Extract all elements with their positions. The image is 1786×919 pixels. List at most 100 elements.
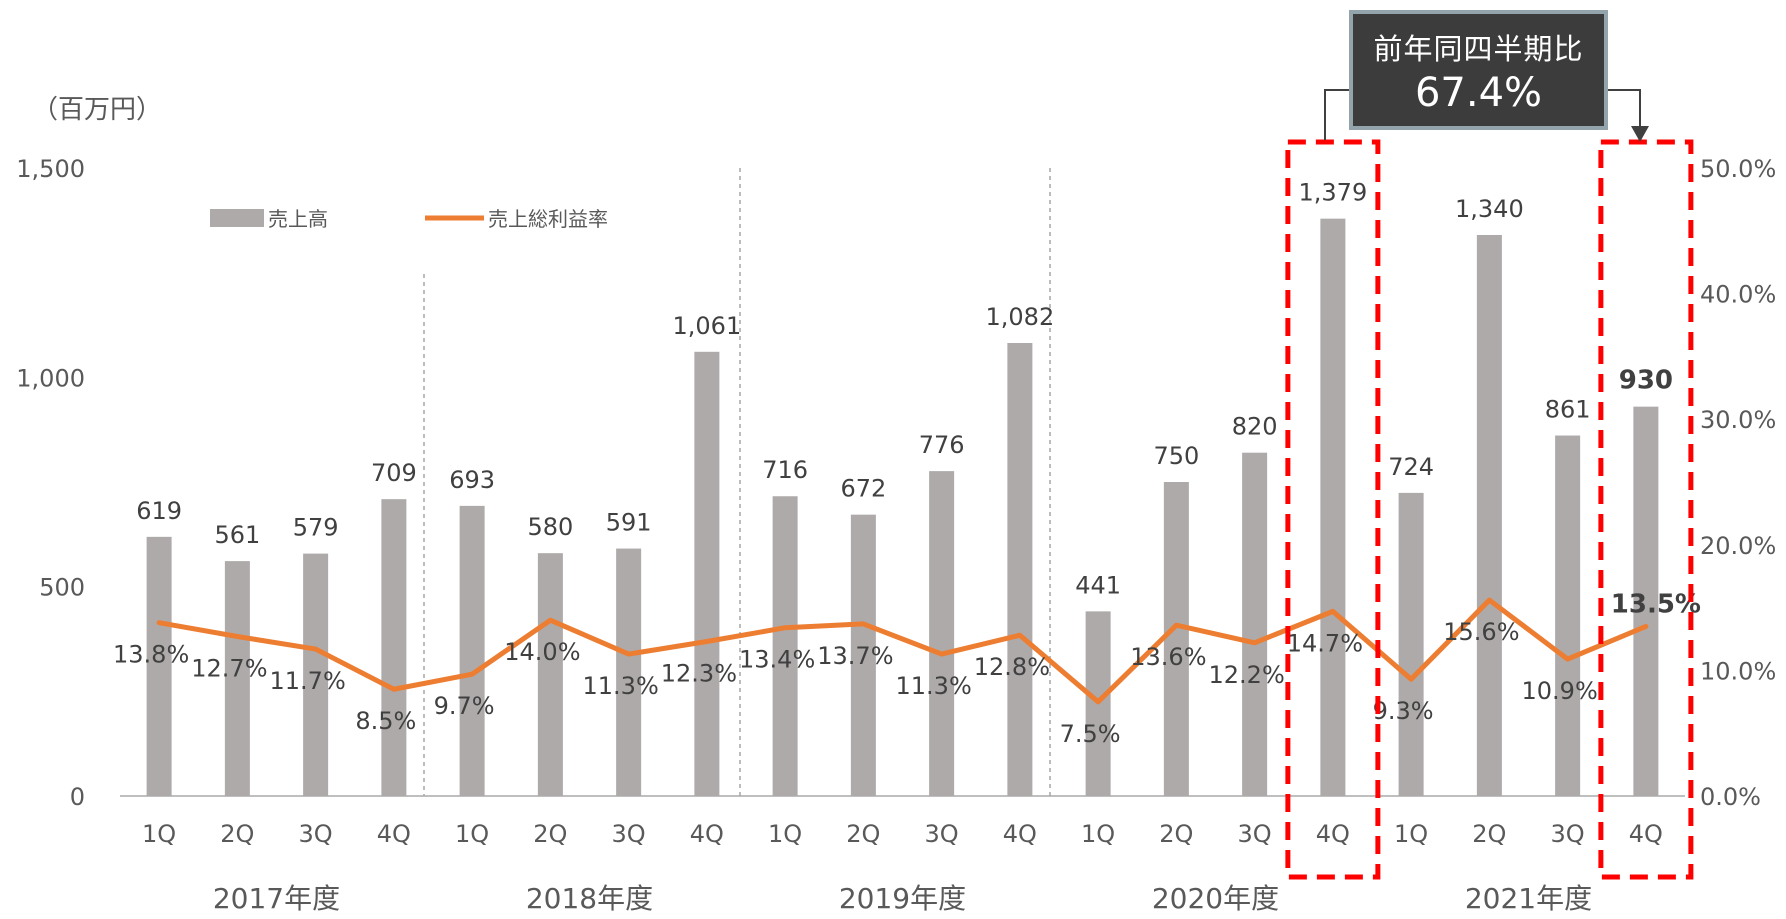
- y-left-tick: 1,000: [16, 364, 85, 392]
- year-label: 2021年度: [1465, 882, 1592, 915]
- bar: [929, 471, 955, 796]
- quarter-label: 3Q: [612, 820, 646, 848]
- quarter-label: 4Q: [1003, 820, 1037, 848]
- bar: [1398, 492, 1424, 796]
- bar: [303, 553, 329, 796]
- quarter-label: 2Q: [1159, 820, 1193, 848]
- bar-value-label: 820: [1232, 413, 1278, 441]
- margin-line: [156, 597, 1649, 705]
- bar-value-label: 619: [136, 497, 182, 525]
- quarter-label: 3Q: [299, 820, 333, 848]
- margin-label: 13.8%: [113, 641, 189, 669]
- y-right-tick: 50.0%: [1700, 155, 1776, 183]
- margin-label: 12.8%: [974, 653, 1050, 681]
- bar-value-label: 580: [527, 513, 573, 541]
- y-right-tick: 40.0%: [1700, 281, 1776, 309]
- bar: [224, 561, 250, 796]
- margin-label: 13.6%: [1130, 643, 1206, 671]
- bar-value-label: 561: [214, 521, 260, 549]
- highlight-box: [1598, 139, 1694, 880]
- margin-label: 12.2%: [1209, 661, 1285, 689]
- year-label: 2018年度: [526, 882, 653, 915]
- y-left-tick: 1,500: [16, 155, 85, 183]
- y-right-tick: 10.0%: [1700, 657, 1776, 685]
- legend-label-margin: 売上総利益率: [488, 207, 608, 231]
- quarter-label: 4Q: [1629, 820, 1663, 848]
- bar-value-label: 776: [919, 431, 965, 459]
- bar: [616, 548, 642, 796]
- margin-label: 13.7%: [817, 642, 893, 670]
- margin-label: 9.7%: [434, 692, 495, 720]
- unit-label: （百万円）: [32, 95, 162, 125]
- bar: [146, 536, 172, 796]
- margin-label: 9.3%: [1373, 697, 1434, 725]
- legend-swatch-sales: [210, 209, 264, 227]
- quarter-label: 1Q: [768, 820, 802, 848]
- margin-label: 7.5%: [1060, 720, 1121, 748]
- margin-label: 8.5%: [355, 707, 416, 735]
- callout-value: 67.4%: [1414, 70, 1543, 116]
- bar: [694, 351, 720, 796]
- bar: [381, 499, 407, 796]
- quarter-label: 1Q: [455, 820, 489, 848]
- bar-value-label: 930: [1619, 366, 1673, 396]
- margin-label: 14.0%: [504, 638, 580, 666]
- margin-label: 13.4%: [739, 646, 815, 674]
- yoy-callout: 前年同四半期比 67.4%: [1349, 10, 1608, 130]
- quarter-label: 1Q: [1081, 820, 1115, 848]
- bar-value-label: 591: [606, 509, 652, 537]
- callout-connector-left: [1324, 89, 1351, 140]
- bar: [1242, 452, 1268, 796]
- margin-label: 14.7%: [1287, 629, 1363, 657]
- bar-value-label: 579: [293, 514, 339, 542]
- y-right-tick: 20.0%: [1700, 532, 1776, 560]
- margin-label: 10.9%: [1522, 677, 1598, 705]
- margin-label: 15.6%: [1443, 618, 1519, 646]
- quarter-label: 1Q: [142, 820, 176, 848]
- bar-value-label: 1,061: [673, 312, 742, 340]
- year-label: 2017年度: [213, 882, 340, 915]
- quarter-label: 3Q: [1551, 820, 1585, 848]
- y-left-tick: 0: [70, 783, 85, 811]
- bar-value-label: 672: [840, 475, 886, 503]
- bar-value-label: 750: [1153, 442, 1199, 470]
- y-left-tick: 500: [39, 574, 85, 602]
- callout-connector-right: [1606, 89, 1641, 128]
- quarter-label: 2Q: [846, 820, 880, 848]
- margin-label: 13.5%: [1611, 589, 1701, 619]
- quarter-label: 3Q: [925, 820, 959, 848]
- margin-label: 11.3%: [896, 672, 972, 700]
- bar: [459, 505, 485, 796]
- bar-value-label: 1,379: [1299, 179, 1368, 207]
- bar-value-label: 441: [1075, 571, 1121, 599]
- callout-title: 前年同四半期比: [1373, 32, 1584, 66]
- bar-value-label: 716: [762, 456, 808, 484]
- margin-label: 12.7%: [191, 654, 267, 682]
- bar: [1555, 435, 1581, 796]
- bar: [850, 514, 876, 796]
- quarter-label: 4Q: [1316, 820, 1350, 848]
- year-label: 2020年度: [1152, 882, 1279, 915]
- bar-value-label: 1,340: [1455, 195, 1524, 223]
- quarter-label: 4Q: [377, 820, 411, 848]
- bar-value-label: 861: [1545, 396, 1591, 424]
- bar: [1476, 234, 1502, 796]
- bar-value-label: 693: [449, 466, 495, 494]
- margin-label: 11.7%: [270, 667, 346, 695]
- margin-label: 12.3%: [661, 660, 737, 688]
- highlight-box: [1285, 139, 1381, 880]
- margin-label: 11.3%: [583, 672, 659, 700]
- bar: [772, 496, 798, 796]
- y-right-tick: 0.0%: [1700, 783, 1761, 811]
- legend-label-sales: 売上高: [268, 207, 328, 231]
- bar-value-label: 1,082: [986, 303, 1055, 331]
- bar: [1007, 343, 1033, 796]
- quarter-label: 1Q: [1394, 820, 1428, 848]
- quarter-label: 3Q: [1238, 820, 1272, 848]
- bar-value-label: 724: [1388, 453, 1434, 481]
- bar: [1163, 482, 1189, 796]
- y-right-tick: 30.0%: [1700, 406, 1776, 434]
- callout-arrow-head: [1631, 126, 1649, 142]
- bar: [1320, 218, 1346, 796]
